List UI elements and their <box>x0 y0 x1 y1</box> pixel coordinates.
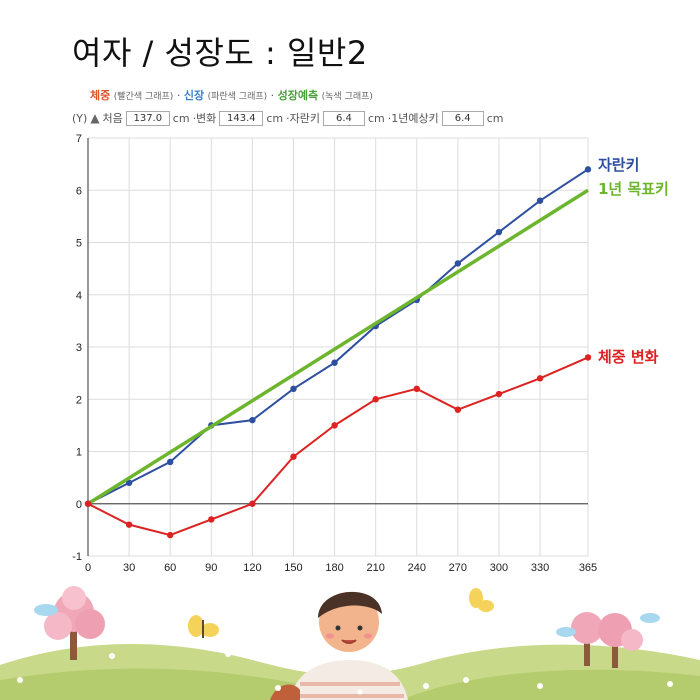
unit-label: cm <box>266 111 284 125</box>
data-point <box>249 416 256 424</box>
data-point <box>413 385 420 392</box>
tree-icon <box>571 612 643 668</box>
growth-field[interactable]: 6.4 <box>322 110 365 126</box>
legend-separator: · <box>270 89 275 102</box>
legend-separator: · <box>176 89 181 102</box>
butterfly-icon <box>469 588 494 612</box>
unit-label: cm <box>172 111 190 125</box>
y-tick-label: 2 <box>76 394 82 406</box>
data-point <box>166 531 174 539</box>
current-height-field[interactable]: 143.4 <box>219 110 264 126</box>
y-axis-marker: (Y) <box>72 111 88 125</box>
chart-legend: 체중 (빨간색 그래프) · 신장 (파란색 그래프) · 성장예측 (녹색 그… <box>90 87 373 103</box>
predict-label: ·1년예상키 <box>387 112 439 125</box>
growth-label: ·자란키 <box>286 112 320 125</box>
x-tick-label: 365 <box>579 562 597 574</box>
cloud-icon <box>34 604 58 616</box>
x-tick-label: 90 <box>205 562 217 574</box>
x-tick-label: 30 <box>123 562 135 574</box>
data-point <box>454 406 462 413</box>
legend-weight-note: (빨간색 그래프) <box>113 92 174 102</box>
data-point <box>536 375 544 382</box>
data-point <box>536 197 544 204</box>
series-line <box>87 188 589 506</box>
x-tick-label: 0 <box>85 562 91 574</box>
change-label: ·변화 <box>192 112 217 125</box>
y-tick-label: 7 <box>76 133 82 145</box>
x-tick-label: 240 <box>408 562 426 574</box>
butterfly-icon <box>188 615 219 638</box>
data-point <box>249 500 256 507</box>
y-tick-label: 5 <box>76 238 82 250</box>
y-tick-label: 0 <box>76 499 82 511</box>
y-tick-label: 3 <box>76 342 82 354</box>
start-label: 처음 <box>102 112 123 125</box>
page-title: 여자 / 성장도 : 일반2 <box>72 34 368 72</box>
legend-predict-note: (녹색 그래프) <box>321 92 373 102</box>
series-label: 1년 목표키 <box>598 180 669 198</box>
series-label: 자란키 <box>598 156 639 174</box>
legend-weight-label: 체중 <box>90 89 111 102</box>
x-tick-label: 60 <box>164 562 176 574</box>
y-tick-label: 6 <box>76 185 82 197</box>
growth-info-bar: (Y) ▲ 처음 137.0 cm ·변화 143.4 cm ·자란키 6.4 … <box>72 110 503 126</box>
data-point <box>290 453 297 460</box>
legend-height-note: (파란색 그래프) <box>207 92 268 102</box>
data-point <box>290 385 297 392</box>
unit-label: cm <box>486 111 504 125</box>
data-point <box>372 396 379 403</box>
child-avatar <box>270 591 408 700</box>
x-tick-label: 300 <box>490 562 508 574</box>
legend-height-label: 신장 <box>183 89 205 102</box>
data-point <box>331 422 338 429</box>
tree-icon <box>44 586 105 660</box>
legend-predict-label: 성장예측 <box>277 89 319 102</box>
data-point <box>125 521 133 528</box>
cloud-icon <box>556 627 576 637</box>
data-point <box>208 516 215 523</box>
unit-label: cm <box>367 111 385 125</box>
chart-axes: 0 30 60 90 120 150 180 210 240 270 300 330 365-10123… <box>72 133 597 574</box>
start-height-field[interactable]: 137.0 <box>125 110 170 126</box>
series-label: 체중 변화 <box>598 348 659 366</box>
data-point <box>584 166 592 173</box>
x-tick-label: 180 <box>325 562 343 574</box>
data-point <box>584 354 592 361</box>
x-tick-label: 330 <box>531 562 549 574</box>
data-point <box>84 500 92 507</box>
data-point <box>495 228 503 236</box>
y-tick-label: 1 <box>76 447 82 459</box>
up-arrow-icon: ▲ <box>90 111 100 125</box>
data-point <box>331 359 338 366</box>
y-tick-label: 4 <box>76 290 82 302</box>
x-tick-label: 270 <box>449 562 467 574</box>
data-point <box>125 479 133 487</box>
cloud-icon <box>640 613 660 623</box>
x-tick-label: 210 <box>366 562 384 574</box>
y-tick-label: -1 <box>72 551 82 563</box>
data-point <box>454 260 462 267</box>
predict-field[interactable]: 6.4 <box>441 110 484 126</box>
flower-icon <box>17 651 673 695</box>
data-point <box>166 458 174 466</box>
data-point <box>495 390 503 398</box>
x-tick-label: 120 <box>243 562 261 574</box>
chart-series <box>84 166 592 539</box>
x-tick-label: 150 <box>284 562 302 574</box>
